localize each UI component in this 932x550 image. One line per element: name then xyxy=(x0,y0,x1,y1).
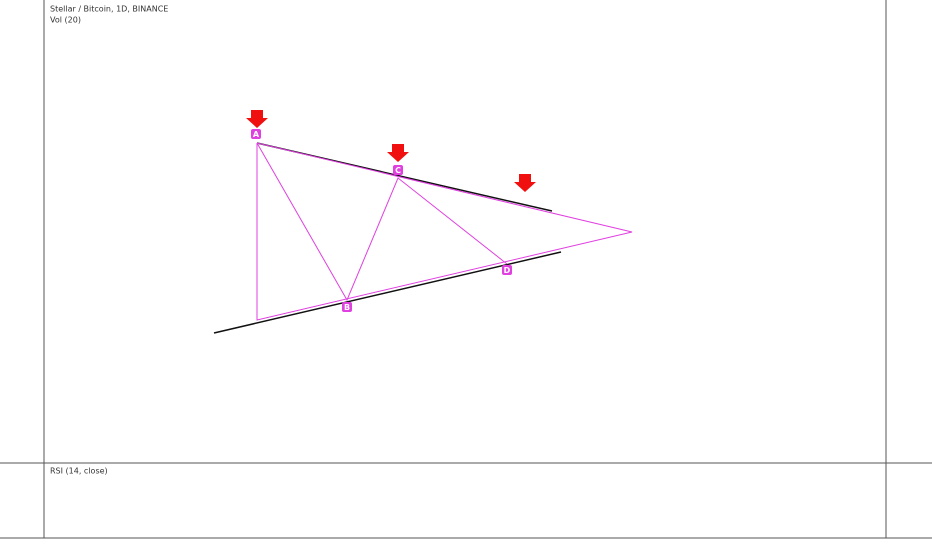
chart-title: Stellar / Bitcoin, 1D, BINANCE xyxy=(50,5,168,14)
point-label: A xyxy=(253,130,260,139)
point-box xyxy=(342,302,352,312)
point-box xyxy=(502,265,512,275)
volume-title: Vol (20) xyxy=(50,16,81,25)
arrow xyxy=(387,144,409,162)
point-box xyxy=(251,129,261,139)
zigzag xyxy=(256,142,508,302)
point-label: B xyxy=(344,303,350,312)
arrow xyxy=(246,110,268,128)
arrow xyxy=(514,174,536,192)
point-box xyxy=(393,165,403,175)
triangle xyxy=(256,142,633,321)
point-label: C xyxy=(395,166,401,175)
rsi-title: RSI (14, close) xyxy=(50,467,108,476)
point-label: D xyxy=(504,266,511,275)
drawings: A B C D xyxy=(213,110,633,334)
